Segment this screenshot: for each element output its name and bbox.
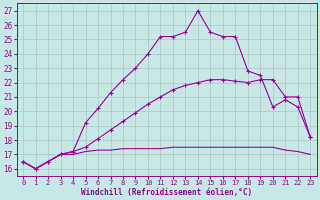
X-axis label: Windchill (Refroidissement éolien,°C): Windchill (Refroidissement éolien,°C) xyxy=(81,188,252,197)
